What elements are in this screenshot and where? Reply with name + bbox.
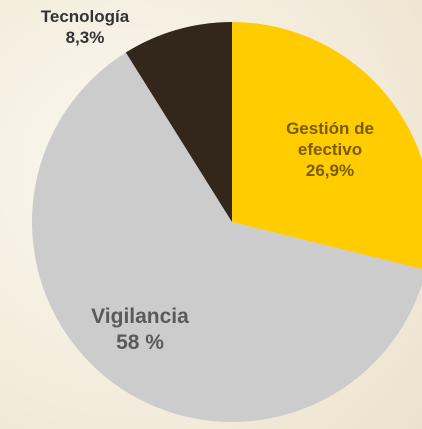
pie-slice	[32, 52, 422, 422]
pie-slice	[232, 22, 422, 270]
slice-label: Gestión de efectivo 26,9%	[268, 118, 392, 181]
value-label: 58 %	[116, 331, 164, 354]
value-label: 26,9%	[305, 161, 355, 180]
category-label: Tecnología	[40, 7, 130, 26]
category-label: Gestión de efectivo	[286, 119, 374, 159]
value-label: 8,3%	[65, 28, 105, 47]
category-label: Vigilancia	[91, 305, 189, 328]
pie-slice	[125, 22, 232, 222]
slice-label: Vigilancia 58 %	[60, 304, 220, 356]
slice-label: Tecnología 8,3%	[20, 6, 150, 48]
